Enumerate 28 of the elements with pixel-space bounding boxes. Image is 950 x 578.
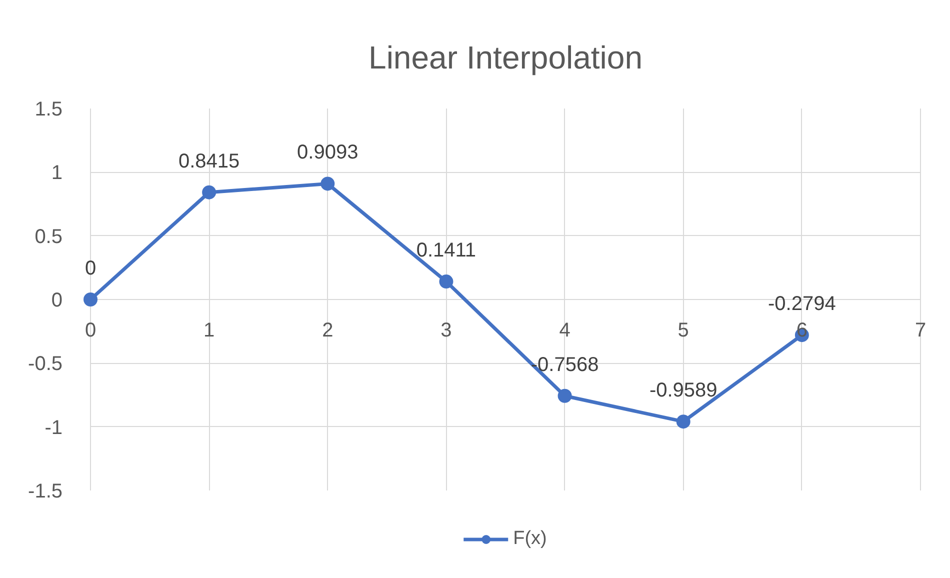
chart-title: Linear Interpolation [368, 40, 642, 76]
data-label: -0.9589 [649, 380, 718, 402]
data-label: 0.1411 [416, 240, 476, 262]
point [558, 388, 572, 403]
x-tick-label: 5 [678, 320, 689, 342]
point [439, 274, 454, 289]
x-tick-label: 0 [84, 320, 96, 342]
y-tick-label: -0.5 [28, 353, 63, 376]
x-tick-label: 3 [440, 320, 452, 342]
point [676, 414, 690, 429]
data-label: -0.2794 [768, 293, 836, 316]
y-tick-label: -1.5 [28, 480, 63, 502]
y-tick-label: 1.5 [34, 98, 63, 120]
y-tick-label: 1 [51, 162, 62, 184]
point [320, 176, 335, 191]
y-tick-label: 0.5 [34, 226, 63, 248]
x-tick-label: 2 [322, 320, 334, 342]
y-tick-label: -1 [44, 416, 63, 439]
legend-label: F(x) [513, 528, 547, 550]
point [84, 292, 98, 306]
x-tick-label: 4 [559, 320, 570, 342]
point [202, 185, 216, 200]
data-label: 0.9093 [297, 142, 358, 164]
y-tick-label: 0 [51, 290, 62, 312]
data-label: 0 [84, 258, 96, 280]
x-tick-label: 7 [914, 320, 926, 342]
data-label: 0.8415 [178, 150, 240, 172]
x-tick-label: 1 [204, 320, 215, 342]
